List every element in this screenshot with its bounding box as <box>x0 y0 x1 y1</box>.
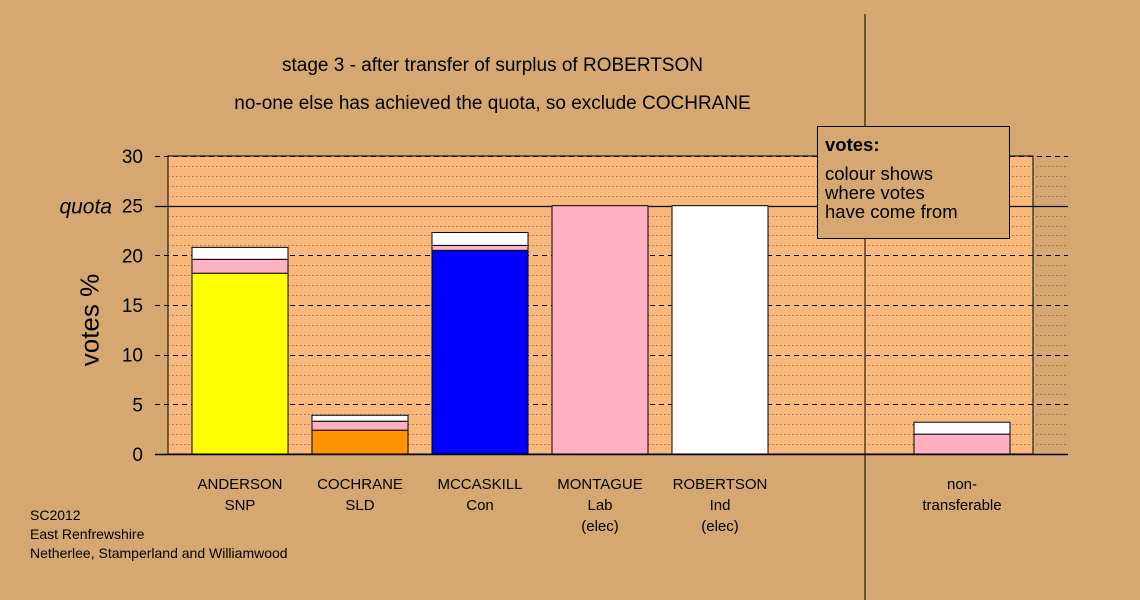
bar-segment <box>311 429 409 455</box>
x-tick-label: Lab <box>587 497 612 514</box>
y-tick-label: 0 <box>132 445 143 466</box>
bar-segment <box>913 421 1011 435</box>
chart-subtitle: no-one else has achieved the quota, so e… <box>234 93 751 114</box>
bar-segment <box>311 414 409 422</box>
x-tick-label: (elec) <box>581 518 619 535</box>
x-tick-label: MCCASKILL <box>437 476 522 493</box>
bar-segment <box>431 244 529 251</box>
y-tick-label: 5 <box>132 395 143 416</box>
footer-line: East Renfrewshire <box>30 526 145 542</box>
y-axis-label: votes % <box>74 273 105 367</box>
footer-note: SC2012 East Renfrewshire Netherlee, Stam… <box>30 506 288 563</box>
bar-segment <box>431 231 529 246</box>
footer-line: SC2012 <box>30 507 81 523</box>
y-tick-label: 15 <box>122 296 143 317</box>
quota-label: quota <box>59 196 112 219</box>
x-tick-label: ROBERTSON <box>673 476 768 493</box>
bar-segment <box>311 420 409 431</box>
x-tick-label: Con <box>466 497 494 514</box>
bar-segment <box>191 246 289 260</box>
x-tick-label: transferable <box>922 497 1001 514</box>
bar-segment <box>913 433 1011 455</box>
legend-line: where votes <box>825 182 925 203</box>
x-tick-label: COCHRANE <box>317 476 403 493</box>
y-tick-label: 25 <box>122 197 143 218</box>
bar-segment <box>671 205 769 455</box>
chart-title: stage 3 - after transfer of surplus of R… <box>282 55 703 76</box>
legend-box: votes: colour shows where votes have com… <box>817 126 1010 239</box>
x-tick-label: Ind <box>710 497 731 514</box>
x-tick-label: MONTAGUE <box>557 476 643 493</box>
legend-line: colour shows <box>825 163 933 184</box>
x-tick-label: ANDERSON <box>197 476 282 493</box>
bar-segment <box>551 205 649 455</box>
x-tick-label: SNP <box>225 497 256 514</box>
legend-title: votes: <box>825 134 880 155</box>
y-tick-label: 20 <box>122 246 143 267</box>
bar-segment <box>191 258 289 274</box>
x-tick-label: (elec) <box>701 518 739 535</box>
legend-line: have come from <box>825 201 958 222</box>
x-tick-label: non- <box>947 476 977 493</box>
y-tick-label: 10 <box>122 346 143 367</box>
x-tick-label: SLD <box>345 497 374 514</box>
y-tick-label: 30 <box>122 147 143 168</box>
bar-segment <box>191 272 289 455</box>
footer-line: Netherlee, Stamperland and Williamwood <box>30 545 288 561</box>
bar-segment <box>431 249 529 455</box>
